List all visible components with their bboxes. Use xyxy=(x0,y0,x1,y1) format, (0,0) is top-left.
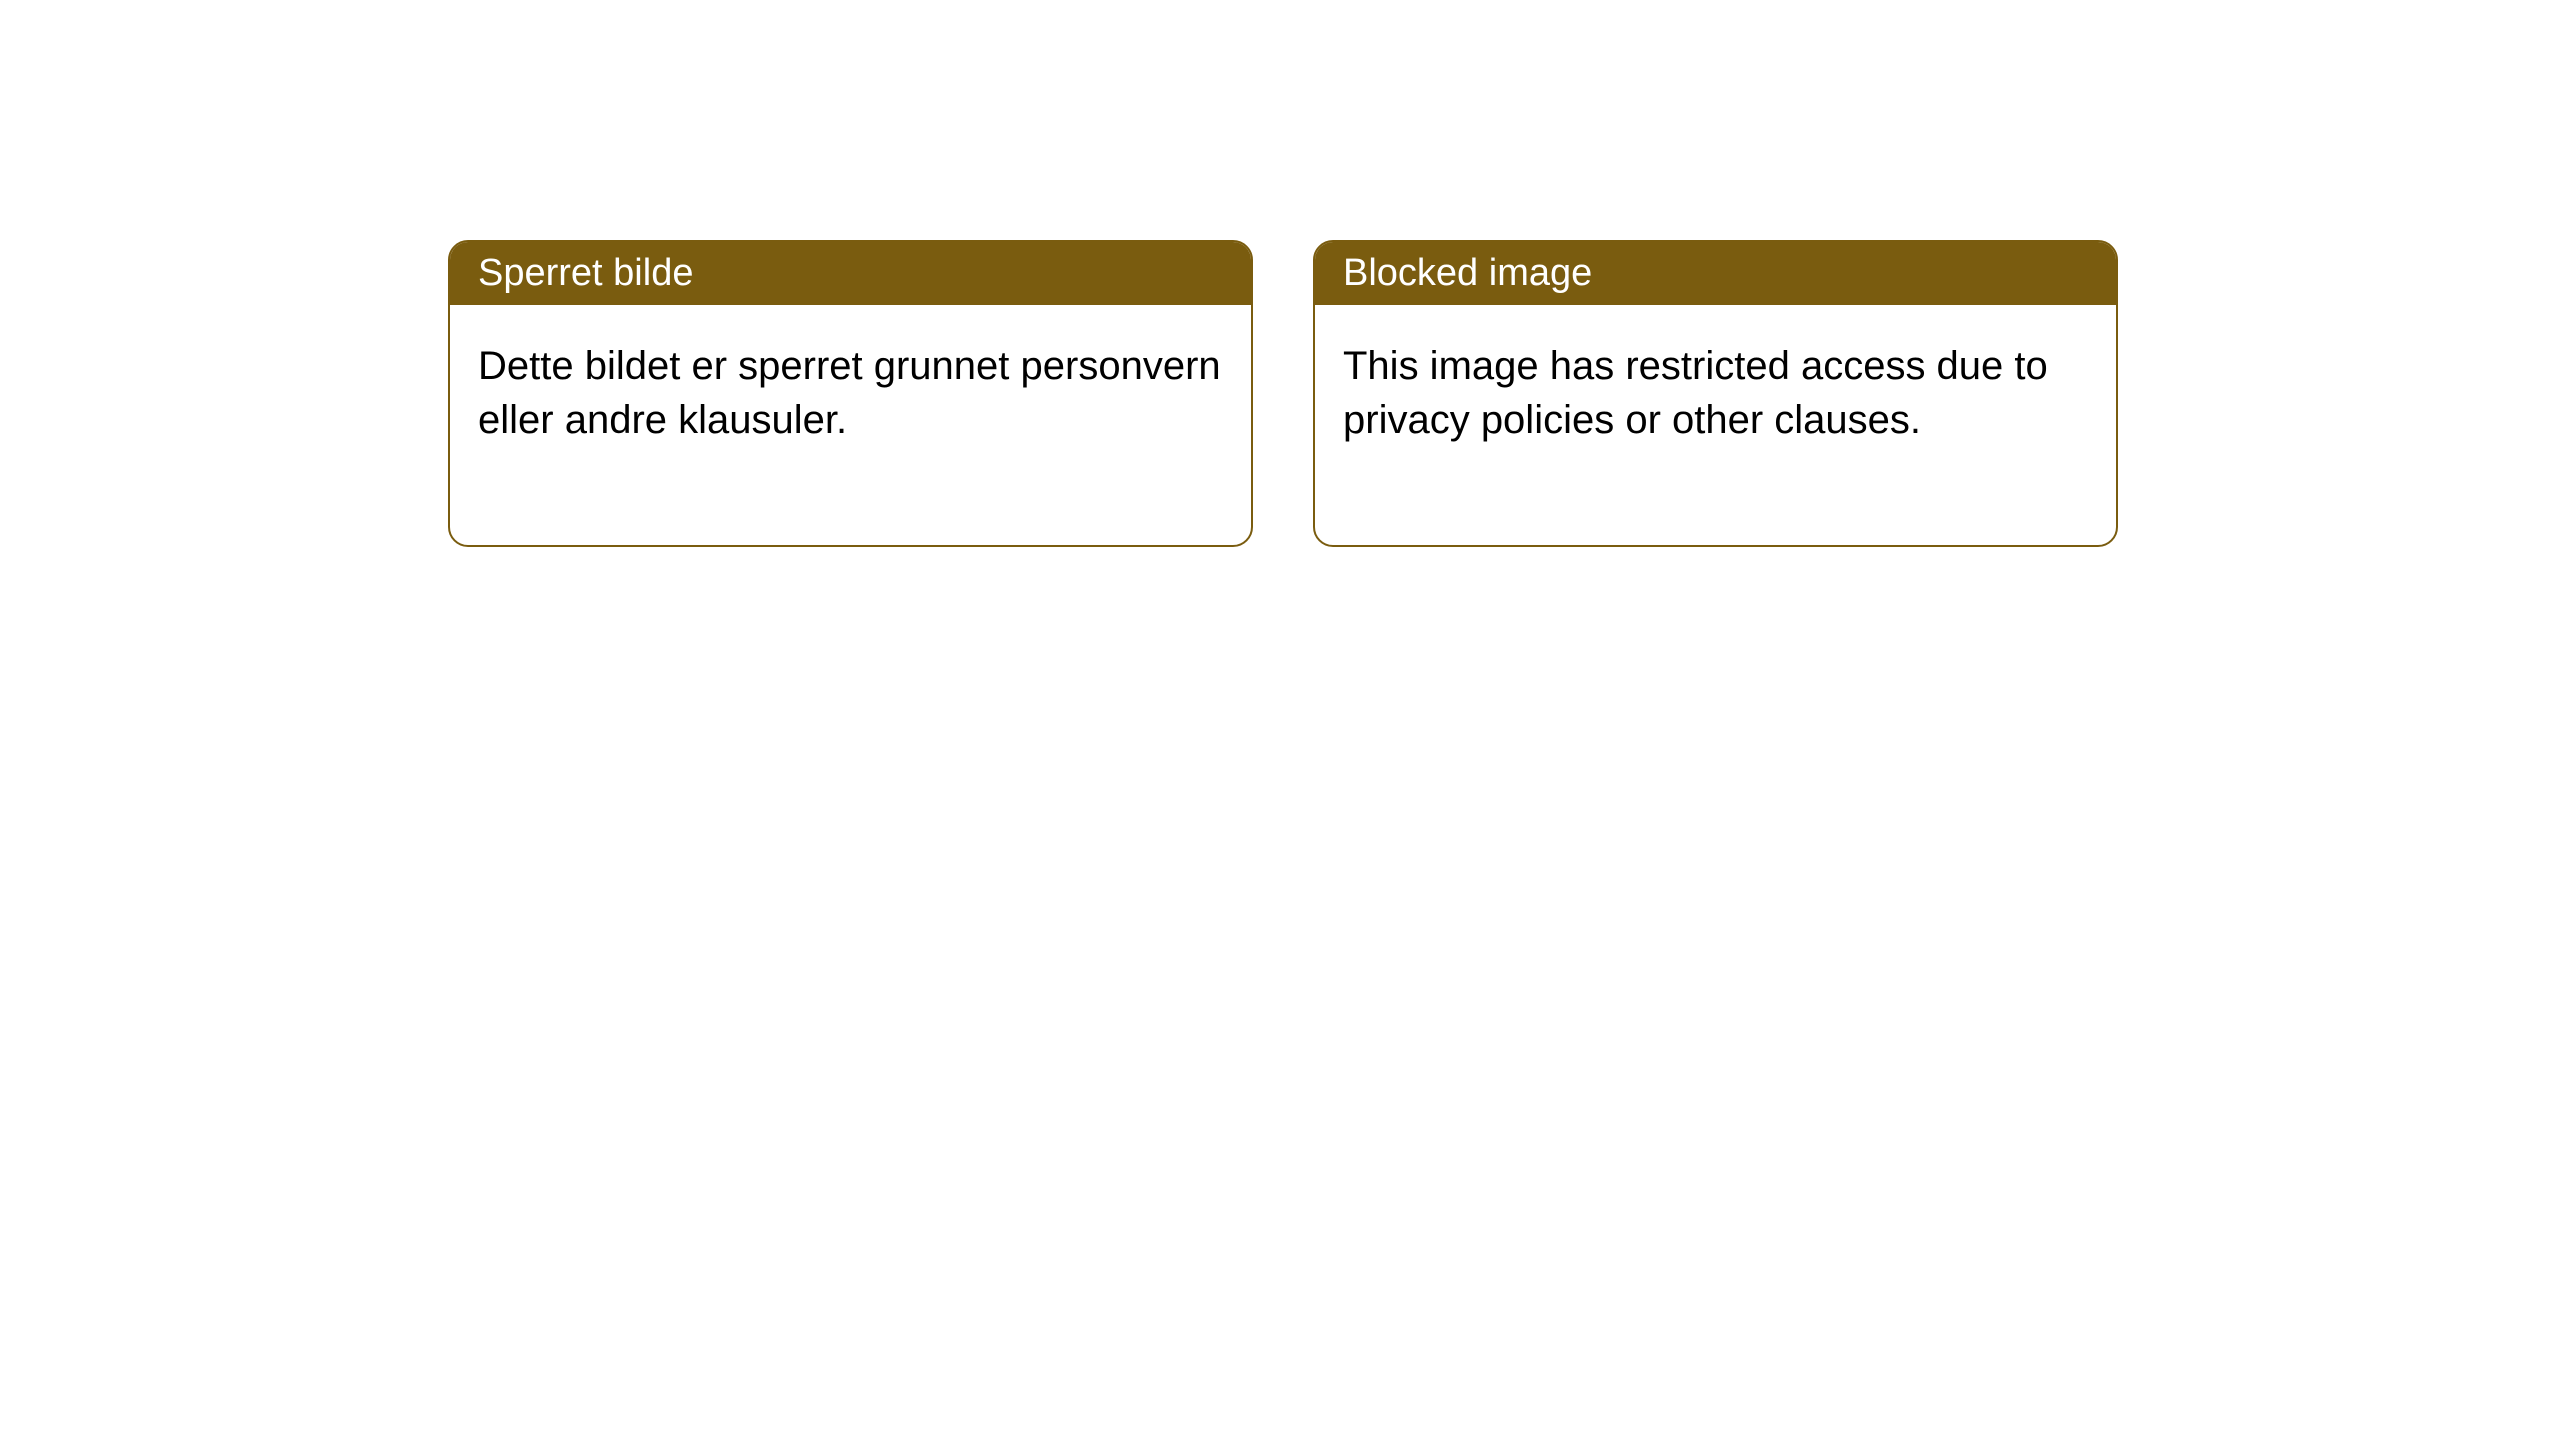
notice-header-norwegian: Sperret bilde xyxy=(450,242,1251,305)
notice-card-norwegian: Sperret bilde Dette bildet er sperret gr… xyxy=(448,240,1253,547)
notice-body-norwegian: Dette bildet er sperret grunnet personve… xyxy=(450,305,1251,545)
notice-card-english: Blocked image This image has restricted … xyxy=(1313,240,2118,547)
notice-body-english: This image has restricted access due to … xyxy=(1315,305,2116,545)
notice-header-english: Blocked image xyxy=(1315,242,2116,305)
notices-container: Sperret bilde Dette bildet er sperret gr… xyxy=(448,240,2118,547)
